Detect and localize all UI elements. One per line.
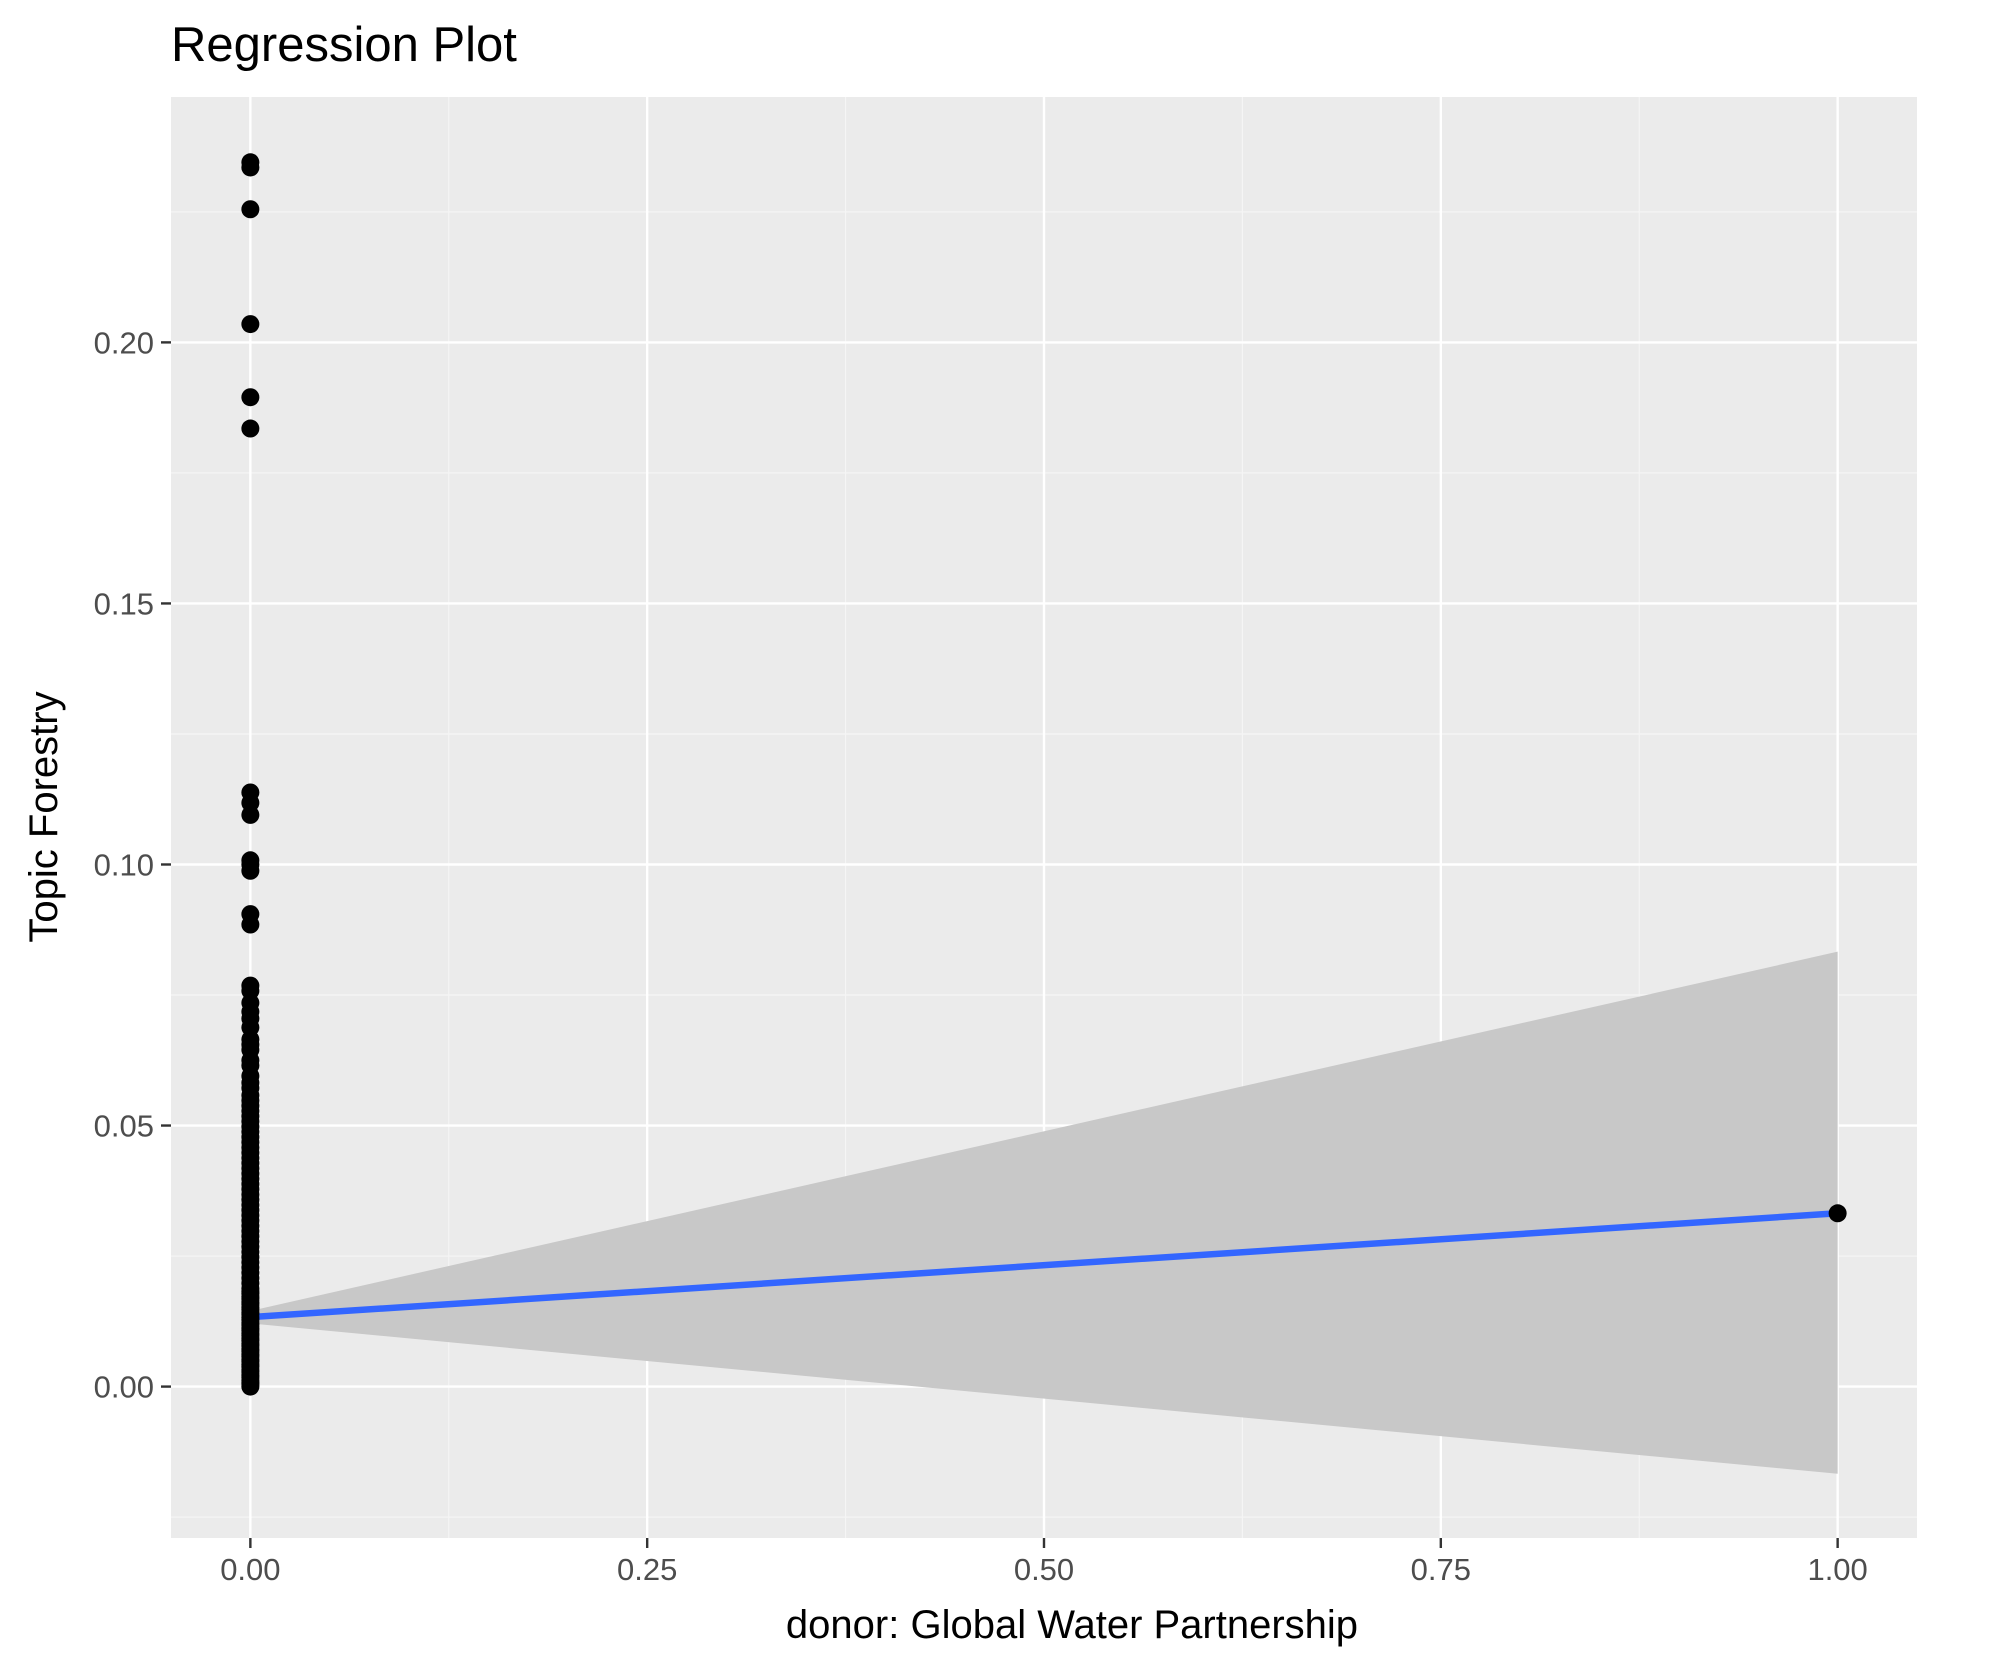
regression-line [250, 1210, 1838, 1321]
y-tick-label: 0.10 [94, 847, 154, 882]
chart-title: Regression Plot [171, 18, 517, 72]
x-tick-label: 0.25 [617, 1552, 677, 1587]
data-point [241, 388, 260, 407]
x-tick-label: 0.50 [1014, 1552, 1074, 1587]
data-point [241, 315, 260, 334]
x-tick-label: 0.75 [1411, 1552, 1471, 1587]
data-point [241, 861, 260, 880]
data-point [241, 200, 260, 219]
y-axis-ticks: 0.00 0.05 0.10 0.15 0.20 [94, 325, 171, 1405]
data-point [241, 805, 260, 824]
data-point [1828, 1204, 1847, 1223]
y-tick-label: 0.05 [94, 1109, 154, 1144]
y-tick-label: 0.15 [94, 586, 154, 621]
scatter-points [241, 153, 1847, 1396]
data-point [241, 915, 260, 934]
x-tick-label: 1.00 [1807, 1552, 1867, 1587]
confidence-band [250, 951, 1838, 1474]
data-point [241, 158, 260, 177]
y-tick-label: 0.00 [94, 1370, 154, 1405]
y-axis-title: Topic Forestry [22, 691, 66, 942]
data-point [241, 419, 260, 438]
x-axis-title: donor: Global Water Partnership [786, 1603, 1358, 1647]
data-point [241, 1282, 260, 1301]
y-tick-label: 0.20 [94, 325, 154, 360]
x-tick-label: 0.00 [220, 1552, 280, 1587]
x-axis-ticks: 0.00 0.25 0.50 0.75 1.00 [220, 1538, 1868, 1587]
regression-line-layer [250, 1210, 1838, 1321]
confidence-band-layer [250, 951, 1838, 1474]
